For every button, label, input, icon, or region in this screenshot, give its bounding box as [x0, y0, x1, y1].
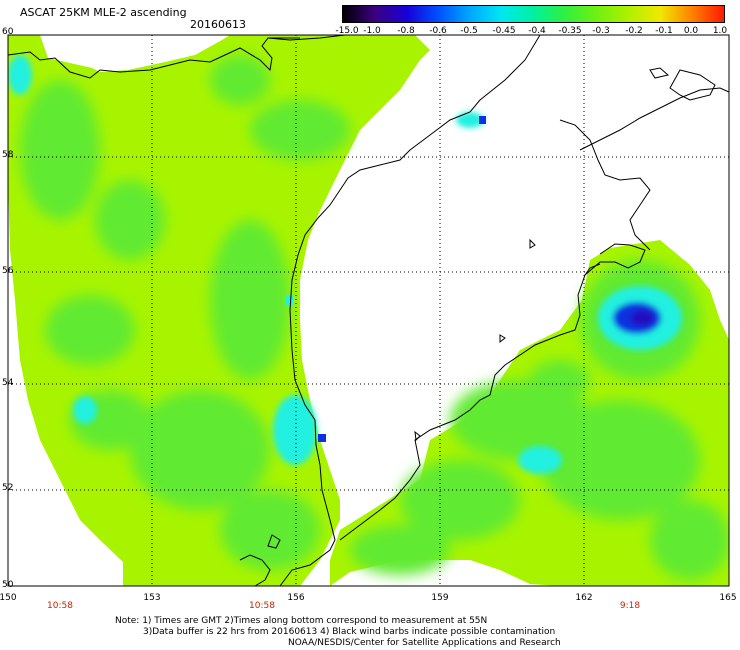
- time-label: 9:18: [619, 601, 641, 611]
- colorbar-label: -0.5: [460, 26, 478, 36]
- lon-label: 162: [575, 593, 593, 603]
- coastline: [7, 34, 730, 587]
- lon-label: 156: [287, 593, 305, 603]
- time-label: 10:58: [249, 601, 275, 611]
- lat-label: 50: [2, 580, 14, 590]
- lat-label: 58: [2, 150, 14, 160]
- graticule: [8, 35, 729, 586]
- pixel-cyan: [286, 296, 293, 305]
- colorbar-label: -0.1: [655, 26, 673, 36]
- colorbar-label: -1.0: [363, 26, 381, 36]
- lat-label: 52: [2, 483, 14, 493]
- colorbar-gradient: [342, 5, 725, 23]
- note-line: NOAA/NESDIS/Center for Satellite Applica…: [288, 638, 561, 648]
- lon-label: 165: [719, 593, 737, 603]
- low-value-regions: [8, 55, 682, 474]
- pixel-blue: [318, 434, 326, 442]
- lon-label: 159: [431, 593, 449, 603]
- colorbar-label: -0.45: [492, 26, 516, 36]
- pixel-blue: [479, 116, 486, 124]
- page-title: ASCAT 25KM MLE-2 ascending: [20, 6, 187, 19]
- lat-label: 60: [2, 27, 14, 37]
- note-line: Note: 1) Times are GMT 2)Times along bot…: [115, 616, 488, 626]
- colorbar-label: -15.0: [335, 26, 359, 36]
- lat-label: 56: [2, 266, 14, 276]
- map-frame: [7, 34, 730, 587]
- note-line: 3)Data buffer is 22 hrs from 20160613 4)…: [143, 627, 556, 637]
- time-label: 10:58: [47, 601, 73, 611]
- date-label: 20160613: [190, 18, 246, 31]
- field-texture: [20, 55, 729, 580]
- lon-label: 153: [143, 593, 161, 603]
- lat-label: 54: [2, 378, 14, 388]
- colorbar-label: -0.8: [397, 26, 415, 36]
- colorbar-label: 0.0: [683, 26, 699, 36]
- colorbar-label: -0.4: [528, 26, 546, 36]
- colorbar-label: -0.3: [592, 26, 610, 36]
- colorbar-label: -0.6: [429, 26, 447, 36]
- colorbar-label: -0.2: [625, 26, 643, 36]
- colorbar-label: 1.0: [712, 26, 728, 36]
- lon-label: 150: [0, 593, 17, 603]
- colorbar-label: -0.35: [558, 26, 582, 36]
